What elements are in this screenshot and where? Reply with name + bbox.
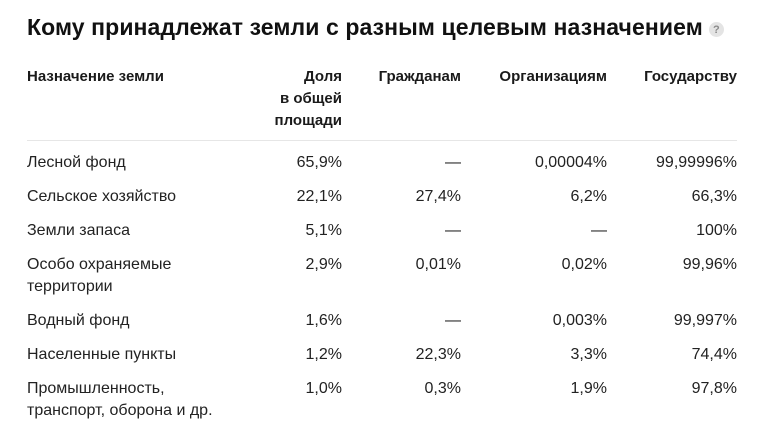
header-purpose: Назначение земли bbox=[27, 66, 244, 141]
cell-purpose: Промышленность, транспорт, оборона и др. bbox=[27, 378, 244, 434]
cell-state: 100% bbox=[696, 222, 737, 239]
cell-state: 99,99996% bbox=[656, 154, 737, 171]
cell-citizens: — bbox=[445, 154, 461, 171]
cell-organizations: 0,02% bbox=[561, 256, 607, 273]
header-share: Доля в общей площади bbox=[244, 66, 342, 141]
cell-purpose-line1: Лесной фонд bbox=[27, 154, 126, 171]
cell-organizations: — bbox=[591, 222, 607, 239]
cell-citizens: 22,3% bbox=[415, 346, 461, 363]
header-share-line1: Доля bbox=[304, 68, 342, 85]
cell-purpose: Водный фонд bbox=[27, 310, 244, 344]
table-row: Промышленность, транспорт, оборона и др. 1… bbox=[27, 378, 737, 434]
table-row: Водный фонд 1,6% — 0,003% 99,997% bbox=[27, 310, 737, 344]
cell-purpose: Земли запаса bbox=[27, 220, 244, 254]
cell-state: 99,96% bbox=[682, 256, 737, 273]
cell-organizations: 6,2% bbox=[570, 188, 607, 205]
table-row: Лесной фонд 65,9% — 0,00004% 99,99996% bbox=[27, 152, 737, 186]
cell-share: 1,6% bbox=[305, 312, 342, 329]
cell-purpose-line1: Особо охраняемые bbox=[27, 256, 172, 273]
cell-citizens: 27,4% bbox=[415, 188, 461, 205]
cell-share: 22,1% bbox=[296, 188, 342, 205]
table-body: Лесной фонд 65,9% — 0,00004% 99,99996% Сельск… bbox=[27, 141, 737, 435]
cell-purpose: Особо охраняемые территории bbox=[27, 254, 244, 310]
cell-citizens: 0,3% bbox=[424, 380, 461, 397]
cell-purpose-line1: Населенные пункты bbox=[27, 346, 177, 363]
cell-share: 1,0% bbox=[305, 380, 342, 397]
cell-citizens: — bbox=[445, 312, 461, 329]
cell-purpose-line2: территории bbox=[27, 278, 113, 295]
cell-purpose-line1: Земли запаса bbox=[27, 222, 130, 239]
cell-organizations: 0,003% bbox=[552, 312, 607, 329]
header-state: Государству bbox=[607, 66, 737, 141]
header-share-line3: площади bbox=[274, 112, 342, 129]
cell-purpose-line1: Промышленность, bbox=[27, 380, 165, 397]
cell-share: 1,2% bbox=[305, 346, 342, 363]
cell-state: 99,997% bbox=[673, 312, 737, 329]
cell-organizations: 1,9% bbox=[570, 380, 607, 397]
table-header: Назначение земли Доля в общей площади Гр… bbox=[27, 66, 737, 141]
question-mark-icon[interactable]: ? bbox=[708, 22, 724, 37]
table-row: Особо охраняемые территории 2,9% 0,01% 0,02%… bbox=[27, 254, 737, 310]
table-row: Населенные пункты 1,2% 22,3% 3,3% 74,4% bbox=[27, 344, 737, 378]
table-row: Сельское хозяйство 22,1% 27,4% 6,2% 66,3% bbox=[27, 186, 737, 220]
table-row: Земли запаса 5,1% — — 100% bbox=[27, 220, 737, 254]
cell-purpose-line2: транспорт, оборона и др. bbox=[27, 402, 213, 419]
header-citizens: Гражданам bbox=[342, 66, 461, 141]
cell-state: 74,4% bbox=[691, 346, 737, 363]
cell-citizens: — bbox=[445, 222, 461, 239]
land-ownership-table: Назначение земли Доля в общей площади Гр… bbox=[27, 66, 737, 434]
cell-purpose-line1: Сельское хозяйство bbox=[27, 188, 177, 205]
cell-purpose: Населенные пункты bbox=[27, 344, 244, 378]
cell-purpose-line1: Водный фонд bbox=[27, 312, 130, 329]
cell-organizations: 0,00004% bbox=[534, 154, 607, 171]
cell-share: 2,9% bbox=[305, 256, 342, 273]
page-title: Кому принадлежат земли с разным целевым … bbox=[27, 14, 703, 40]
cell-state: 66,3% bbox=[691, 188, 737, 205]
header-organizations: Организациям bbox=[461, 66, 607, 141]
header-share-line2: в общей bbox=[279, 90, 342, 107]
cell-organizations: 3,3% bbox=[570, 346, 607, 363]
cell-share: 65,9% bbox=[296, 154, 342, 171]
cell-citizens: 0,01% bbox=[415, 256, 461, 273]
cell-share: 5,1% bbox=[305, 222, 342, 239]
cell-state: 97,8% bbox=[691, 380, 737, 397]
title-row: Кому принадлежат земли с разным целевым … bbox=[27, 14, 724, 41]
cell-purpose: Сельское хозяйство bbox=[27, 186, 244, 220]
cell-purpose: Лесной фонд bbox=[27, 152, 244, 186]
